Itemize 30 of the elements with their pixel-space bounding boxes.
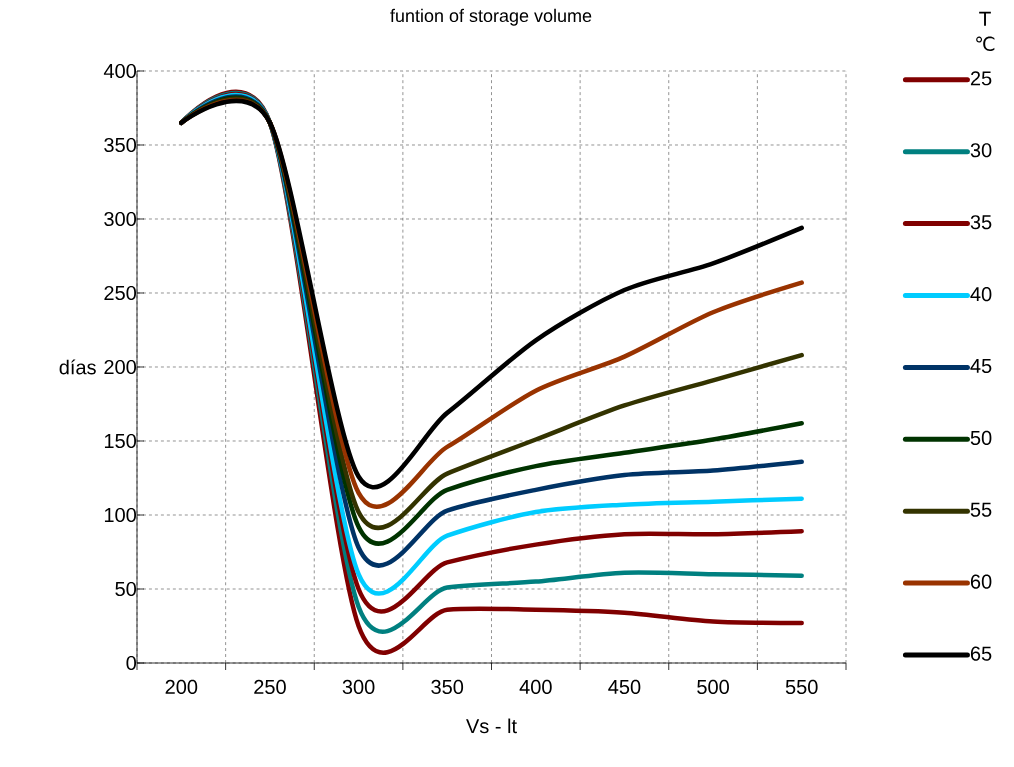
y-tick-label: 150 [104,433,137,449]
x-tick-label: 550 [785,679,818,695]
x-tick-label: 400 [519,679,552,695]
legend-label: 50 [970,430,992,445]
x-axis-title: Vs - lt [466,718,517,734]
y-tick-label: 400 [103,63,137,79]
legend-label: 65 [970,646,992,661]
legend-label: 25 [970,71,992,86]
y-tick-label: 50 [115,581,137,597]
legend-label: 45 [970,359,992,374]
legend-label: 60 [970,574,992,589]
y-tick-label: 200 [104,359,137,375]
y-tick-label: 100 [104,507,137,523]
y-tick-label: 350 [104,137,137,153]
x-tick-label: 450 [608,679,641,695]
legend-label: 30 [970,143,992,158]
x-tick-label: 250 [254,679,286,695]
legend-label: 35 [970,215,992,230]
legend-label: 55 [970,502,992,517]
legend-label: 40 [970,287,992,302]
y-axis-title: días [59,359,96,375]
y-tick-label: 300 [104,211,137,227]
x-tick-label: 350 [431,679,464,695]
x-tick-label: 500 [697,679,729,695]
y-tick-label: 0 [126,655,137,671]
legend-title: T ℃ [976,11,995,51]
x-tick-label: 200 [165,679,198,695]
x-tick-label: 300 [342,679,375,695]
y-tick-label: 250 [104,285,137,301]
chart-title: funtion of storage volume [390,8,592,26]
